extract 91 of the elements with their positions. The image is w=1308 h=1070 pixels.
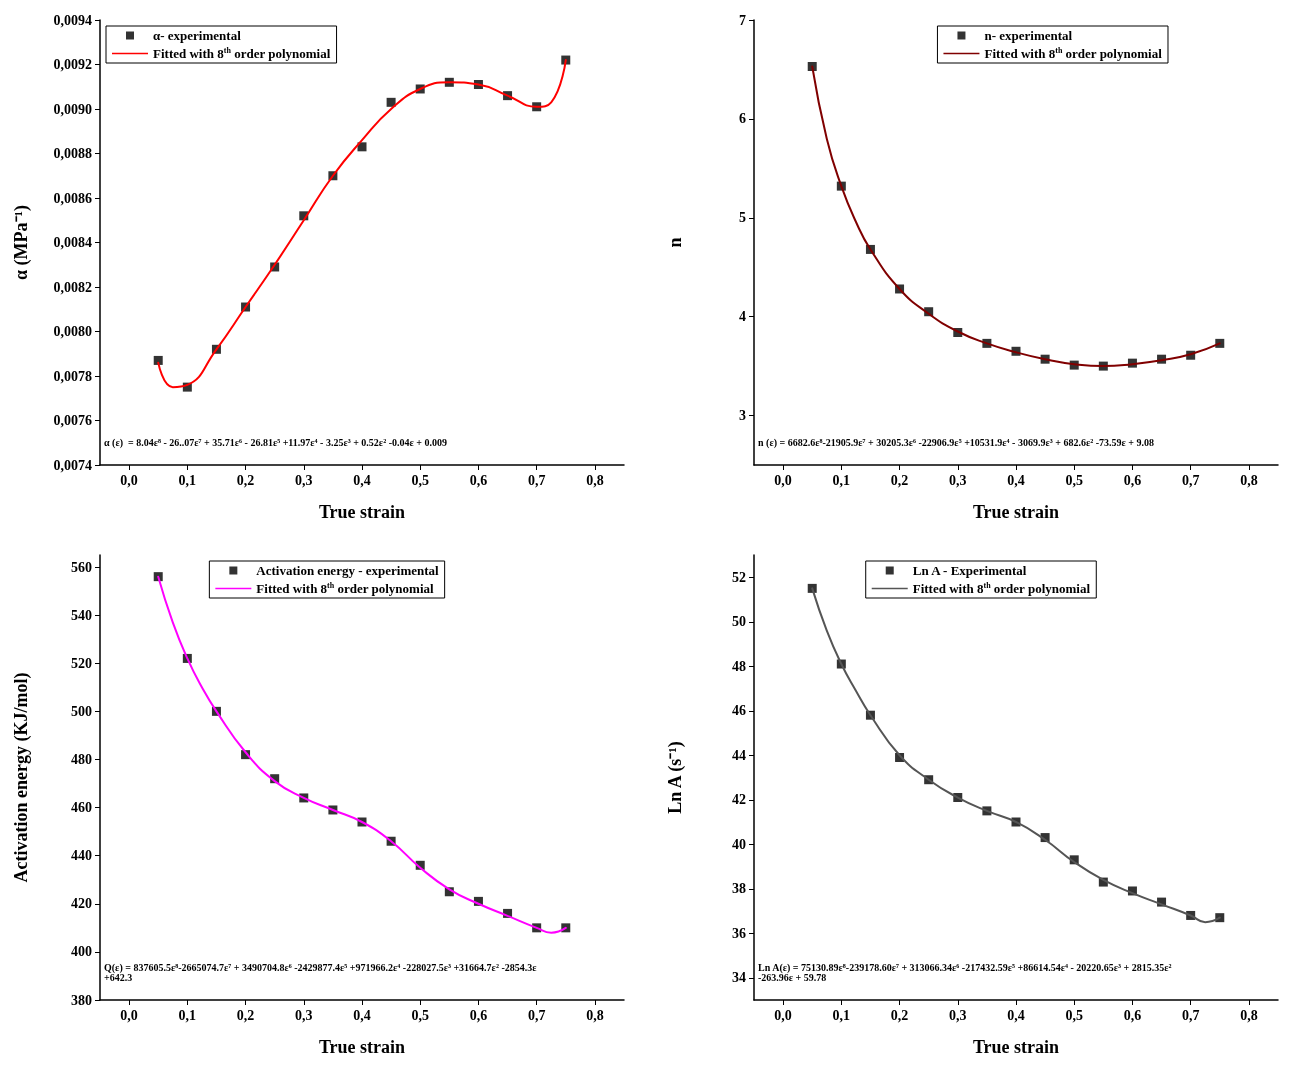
x-tick-label: 0,3 (949, 472, 967, 488)
y-tick-label: 0,0094 (53, 12, 92, 28)
legend-label: n- experimental (984, 28, 1073, 43)
y-tick-label: 7 (739, 12, 746, 28)
y-tick-label: 44 (732, 747, 746, 763)
x-tick-label: 0,3 (295, 472, 313, 488)
y-tick-label: 0,0078 (53, 368, 92, 384)
y-tick-label: 36 (732, 925, 746, 941)
x-tick-label: 0,0 (774, 1007, 792, 1023)
y-tick-label: 48 (732, 658, 746, 674)
x-tick-label: 0,8 (1240, 1007, 1258, 1023)
x-tick-label: 0,7 (1181, 472, 1200, 488)
y-tick-label: 460 (71, 800, 92, 816)
x-tick-label: 0,6 (1123, 472, 1142, 488)
y-tick-label: 0,0074 (53, 457, 92, 473)
x-tick-label: 0,4 (1007, 1007, 1025, 1023)
x-axis-title: True strain (318, 1037, 406, 1057)
x-tick-label: 0,8 (586, 472, 604, 488)
y-axis-title: n (665, 237, 685, 248)
y-tick-label: 380 (71, 992, 92, 1008)
y-tick-label: 0,0082 (53, 279, 92, 295)
y-tick-label: 0,0088 (53, 146, 92, 161)
y-tick-label: 38 (732, 881, 746, 897)
y-tick-label: 6 (739, 111, 746, 127)
y-tick-label: 0,0080 (53, 324, 92, 339)
x-tick-label: 0,5 (411, 1007, 429, 1023)
x-tick-label: 0,6 (469, 472, 488, 488)
x-tick-label: 0,3 (949, 1007, 967, 1023)
y-tick-label: 0,0090 (53, 101, 92, 117)
x-tick-label: 0,7 (1181, 1007, 1200, 1023)
x-tick-label: 0,1 (178, 1007, 197, 1023)
x-tick-label: 0,6 (1123, 1007, 1142, 1023)
y-tick-label: 34 (732, 970, 746, 986)
y-tick-label: 560 (71, 559, 92, 575)
x-tick-label: 0,4 (1007, 472, 1025, 488)
x-tick-label: 0,8 (1240, 472, 1258, 488)
x-tick-label: 0,5 (411, 472, 429, 488)
y-tick-label: 420 (71, 896, 92, 912)
y-axis-title: α (MPa⁻¹) (11, 205, 32, 280)
y-tick-label: 46 (732, 703, 746, 719)
x-axis-title: True strain (972, 502, 1060, 522)
y-tick-label: 440 (71, 848, 92, 864)
x-tick-label: 0,7 (527, 1007, 546, 1023)
annotation: Q(ε) = 837605.5ε⁸-2665074.7ε⁷ + 3490704.8ε⁶ -2429877.4ε⁵ +971966.2ε⁴ -228027.5ε³ +31664.7ε² -2854.3ε +642.3 (104, 961, 539, 983)
x-tick-label: 0,3 (295, 1007, 313, 1023)
y-tick-label: 520 (71, 655, 92, 671)
x-tick-label: 0,0 (120, 472, 138, 488)
x-tick-label: 0,0 (120, 1007, 138, 1023)
annotation: n (ε) = 6682.6ε⁸-21905.9ε⁷ + 30205.3ε⁶ -22906.9ε⁵ +10531.9ε⁴ - 3069.9ε³ + 682.6ε² -73.59ε + 9.08 (758, 436, 1154, 449)
point (386, 97, 396, 107)
legend-label: α- experimental (153, 28, 242, 43)
x-tick-label: 0,1 (832, 472, 851, 488)
legend-label: Activation energy - experimental (256, 563, 440, 578)
x-tick-label: 0,1 (178, 472, 197, 488)
annotation: Ln A(ε) = 75130.89ε⁸-239178.60ε⁷ + 313066.34ε⁶ -217432.59ε⁵ +86614.54ε⁴ - 20220.65ε³ + 2815.35ε² -263.96ε + 59.78 (758, 961, 1175, 983)
point (357, 142, 367, 152)
annotation: α (ε) = 8.04ε⁸ - 26..07ε⁷ + 35.71ε⁶ - 26.81ε⁵ +11.97ε⁴ - 3.25ε³ + 0.52ε² -0.04ε + 0.009 (104, 436, 447, 449)
x-tick-label: 0,2 (890, 1007, 909, 1023)
y-tick-label: 500 (71, 703, 92, 719)
x-tick-label: 0,6 (469, 1007, 488, 1023)
y-tick-label: 0,0076 (53, 413, 92, 428)
y-tick-label: 50 (732, 614, 746, 630)
y-tick-label: 0,0092 (53, 57, 92, 72)
x-tick-label: 0,4 (353, 1007, 371, 1023)
x-tick-label: 0,2 (236, 1007, 255, 1023)
y-tick-label: 40 (732, 836, 746, 852)
x-tick-label: 0,1 (832, 1007, 851, 1023)
x-tick-label: 0,5 (1065, 1007, 1083, 1023)
y-tick-label: 400 (71, 944, 92, 960)
y-tick-label: 0,0084 (53, 235, 92, 250)
x-tick-label: 0,2 (236, 472, 255, 488)
x-tick-label: 0,5 (1065, 472, 1083, 488)
y-axis-title: Activation energy (KJ/mol) (11, 672, 32, 883)
point (153, 355, 163, 365)
legend-label: Ln A - Experimental (912, 563, 1027, 578)
y-tick-label: 42 (732, 792, 746, 808)
y-tick-label: 4 (739, 309, 746, 325)
x-tick-label: 0,2 (890, 472, 909, 488)
y-tick-label: 5 (739, 210, 746, 226)
y-tick-label: 0,0086 (53, 190, 92, 206)
x-axis-title: True strain (318, 502, 406, 522)
y-tick-label: 52 (732, 569, 746, 585)
x-tick-label: 0,4 (353, 472, 371, 488)
y-axis-title: Ln A (s⁻¹) (665, 741, 686, 814)
x-tick-label: 0,0 (774, 472, 792, 488)
y-tick-label: 480 (71, 751, 92, 767)
x-tick-label: 0,7 (527, 472, 546, 488)
x-tick-label: 0,8 (586, 1007, 604, 1023)
y-tick-label: 3 (739, 408, 746, 424)
y-tick-label: 540 (71, 607, 92, 623)
x-axis-title: True strain (972, 1037, 1060, 1057)
